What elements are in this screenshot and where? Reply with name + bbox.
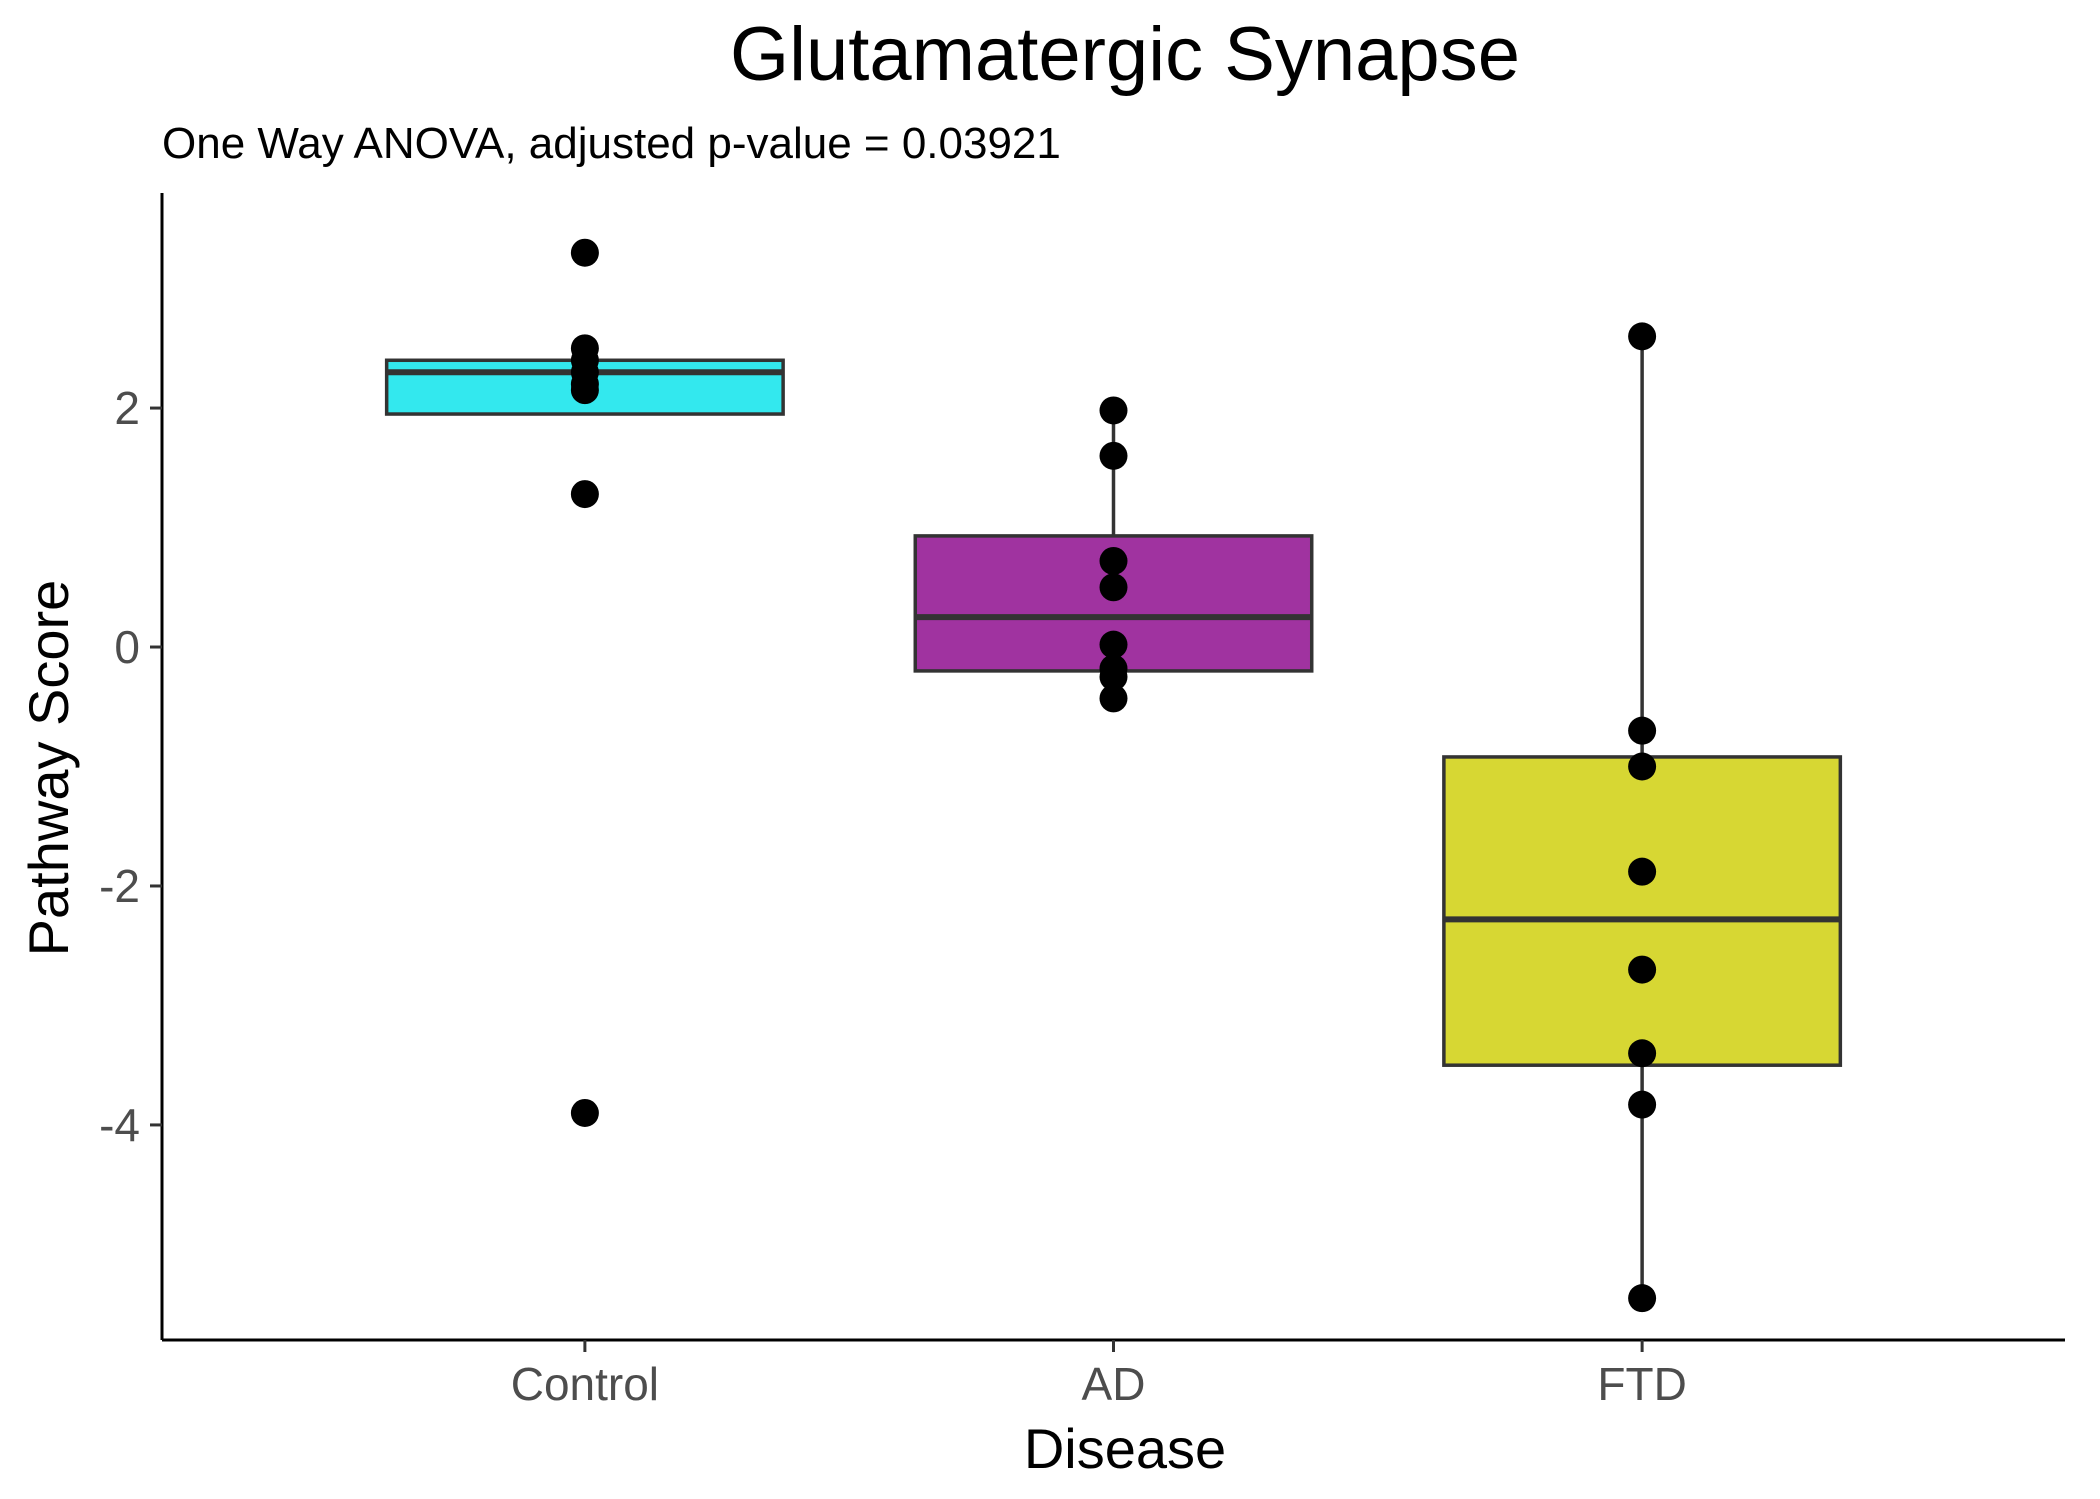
data-point-ftd: [1628, 752, 1657, 781]
data-point-ftd: [1628, 322, 1657, 351]
data-point-control: [570, 376, 599, 405]
data-point-ad: [1099, 630, 1128, 659]
y-tick-label: -4: [99, 1099, 140, 1151]
data-point-ftd: [1628, 1284, 1657, 1313]
data-point-ftd: [1628, 1090, 1657, 1119]
x-tick-label: FTD: [1597, 1358, 1686, 1410]
axis-ticks: -4 -2 0 2 Control AD FTD: [99, 382, 1687, 1410]
data-point-control: [570, 1098, 599, 1127]
data-point-ad: [1099, 546, 1128, 575]
y-tick-label: 2: [114, 382, 140, 434]
plot-area: [384, 238, 1843, 1313]
x-axis-title: Disease: [1024, 1417, 1226, 1480]
data-point-control: [570, 238, 599, 267]
data-point-ad: [1099, 662, 1128, 691]
y-axis-title: Pathway Score: [17, 580, 80, 957]
data-point-ftd: [1628, 716, 1657, 745]
chart-title: Glutamatergic Synapse: [730, 12, 1520, 97]
data-point-ftd: [1628, 955, 1657, 984]
y-tick-label: 0: [114, 621, 140, 673]
data-point-control: [570, 480, 599, 509]
data-point-ftd: [1628, 857, 1657, 886]
data-point-ad: [1099, 396, 1128, 425]
data-point-ftd: [1628, 1039, 1657, 1068]
data-point-ad: [1099, 441, 1128, 470]
x-tick-label: Control: [511, 1358, 659, 1410]
x-tick-label: AD: [1082, 1358, 1146, 1410]
data-point-ad: [1099, 684, 1128, 713]
y-tick-label: -2: [99, 860, 140, 912]
box-ftd: [1442, 755, 1843, 1067]
chart-subtitle: One Way ANOVA, adjusted p-value = 0.0392…: [162, 119, 1061, 168]
data-point-ad: [1099, 573, 1128, 602]
